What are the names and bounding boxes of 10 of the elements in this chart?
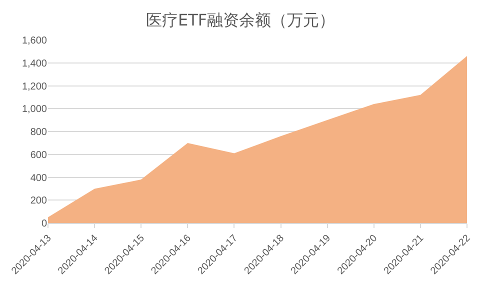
y-tick-label: 1,600	[22, 36, 48, 46]
chart-title: 医疗ETF融资余额（万元）	[146, 10, 336, 30]
y-tick-label: 200	[30, 196, 48, 207]
y-tick-label: 600	[30, 150, 48, 161]
y-tick-label: 1,000	[22, 104, 48, 116]
y-tick-label: 400	[30, 172, 48, 184]
y-tick-label: 800	[30, 127, 48, 138]
y-tick-label: 1,200	[22, 81, 48, 92]
y-tick-label: 0	[41, 218, 48, 230]
y-tick-label: 1,400	[22, 58, 48, 70]
